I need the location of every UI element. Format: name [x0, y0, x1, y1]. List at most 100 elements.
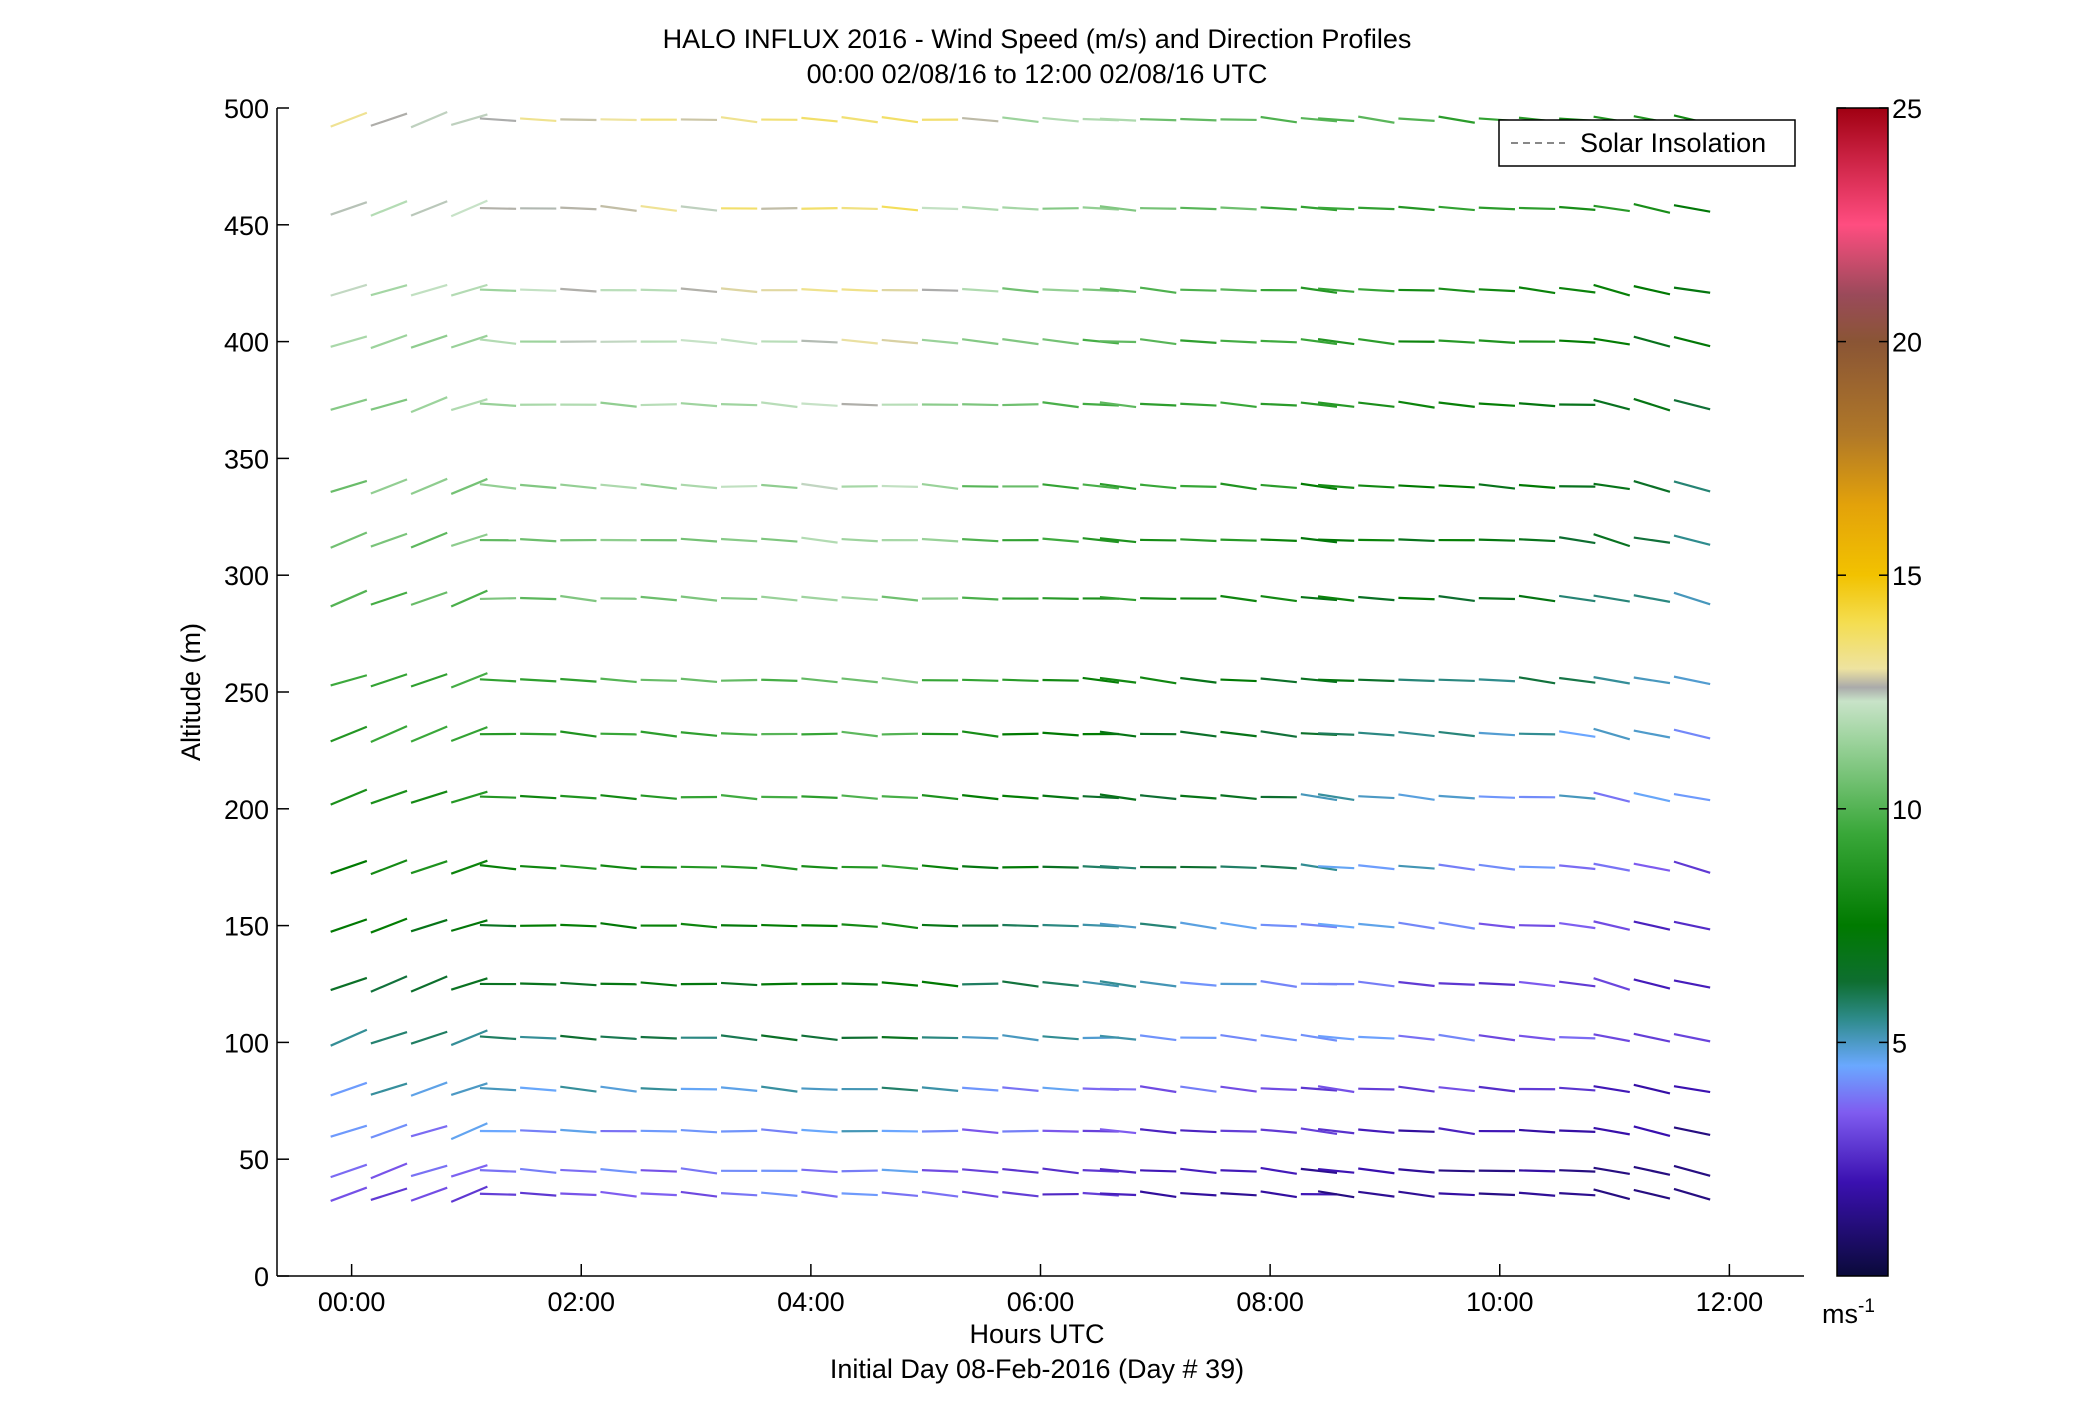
wind-barb: [1358, 595, 1395, 602]
wind-barb: [801, 924, 838, 928]
wind-barb: [560, 794, 597, 800]
wind-barb: [720, 794, 758, 801]
wind-barb: [720, 116, 758, 124]
wind-barb: [680, 287, 718, 294]
wind-barb: [1042, 537, 1079, 543]
wind-barb: [761, 401, 798, 409]
wind-barbs: [330, 111, 1711, 1203]
wind-barb: [1478, 1085, 1516, 1093]
wind-barb: [1633, 978, 1671, 990]
wind-barb: [410, 111, 448, 129]
wind-barb: [520, 537, 557, 543]
wind-barb: [801, 865, 838, 870]
wind-barb: [1082, 483, 1119, 490]
wind-barb: [479, 923, 517, 928]
wind-barb: [962, 678, 999, 682]
wind-barb: [881, 338, 919, 345]
x-tick-label: 02:00: [547, 1287, 615, 1317]
wind-barb: [1593, 398, 1631, 411]
wind-barb: [1042, 1035, 1079, 1041]
wind-barb: [1559, 1129, 1596, 1133]
wind-barb: [479, 402, 517, 407]
wind-barb: [1139, 676, 1177, 685]
wind-barb: [761, 1128, 798, 1135]
wind-barb: [1140, 1169, 1177, 1173]
wind-barb: [1180, 288, 1217, 292]
wind-barb: [370, 859, 408, 876]
wind-barb: [1002, 403, 1039, 407]
wind-barb: [1317, 117, 1355, 123]
wind-barb: [881, 676, 919, 684]
wind-barb: [1518, 286, 1556, 295]
colorbar: 5 10 15 20 25 ms-1: [1822, 94, 1922, 1329]
wind-barb: [1518, 1169, 1556, 1173]
wind-barb: [1673, 728, 1711, 740]
colorbar-tick-label: 15: [1892, 561, 1922, 591]
wind-barb: [1633, 594, 1671, 603]
wind-barb: [1140, 538, 1177, 542]
wind-barb: [921, 338, 959, 345]
wind-barb: [881, 484, 918, 488]
wind-barb: [520, 1035, 557, 1040]
wind-barb: [1398, 793, 1435, 801]
wind-barb: [1593, 727, 1631, 741]
wind-barb: [1478, 402, 1516, 407]
wind-barb: [1260, 1190, 1297, 1199]
wind-barb: [761, 982, 798, 986]
wind-barb: [1002, 1167, 1039, 1174]
wind-barb: [1002, 980, 1039, 988]
wind-barb: [410, 200, 448, 217]
wind-barb: [721, 924, 758, 928]
wind-barb: [1180, 676, 1217, 684]
wind-barb: [410, 975, 448, 993]
wind-barb: [370, 1082, 408, 1096]
wind-barb: [640, 865, 677, 869]
wind-barb: [1593, 204, 1630, 213]
wind-barb: [921, 1169, 959, 1173]
wind-barb: [1633, 397, 1671, 412]
wind-barb: [1478, 678, 1516, 683]
wind-barb: [1318, 678, 1355, 682]
wind-barb: [640, 1129, 677, 1133]
wind-barb: [450, 1029, 488, 1047]
wind-barb: [1518, 865, 1556, 869]
wind-barb: [1042, 288, 1079, 293]
wind-barb: [680, 205, 718, 212]
wind-barb: [962, 865, 999, 870]
wind-barb: [1593, 533, 1631, 548]
wind-barb: [1220, 288, 1257, 293]
wind-barb: [1633, 791, 1671, 803]
wind-barb: [1398, 921, 1435, 930]
wind-barb: [1673, 1126, 1711, 1137]
wind-barb: [1300, 401, 1338, 408]
wind-barb: [330, 1186, 368, 1202]
wind-barb: [881, 795, 918, 800]
wind-barb: [1398, 117, 1435, 122]
colorbar-ticks: 5 10 15 20 25: [1837, 94, 1922, 1058]
wind-barb: [560, 1192, 597, 1197]
wind-barb: [1220, 1192, 1257, 1197]
wind-barb: [1518, 594, 1556, 603]
wind-barb: [1042, 483, 1079, 490]
wind-barb: [680, 1190, 718, 1198]
wind-barb: [560, 206, 597, 211]
wind-barb: [962, 287, 999, 293]
wind-barb: [1318, 206, 1355, 211]
wind-barb: [1099, 980, 1137, 988]
wind-barb: [680, 1167, 718, 1175]
wind-barb: [1002, 287, 1039, 294]
wind-barb: [720, 537, 758, 543]
wind-barb: [841, 677, 878, 684]
wind-barb: [410, 1081, 448, 1097]
wind-barb: [1220, 730, 1257, 738]
wind-barb: [1438, 1169, 1475, 1173]
wind-barb: [1559, 339, 1596, 344]
wind-barb: [330, 1081, 368, 1097]
wind-barb: [801, 339, 838, 344]
wind-barb: [1300, 482, 1338, 491]
wind-barb: [1633, 480, 1671, 493]
wind-barb: [1478, 795, 1516, 799]
wind-barb: [1139, 1034, 1177, 1042]
wind-barb: [801, 1190, 838, 1198]
wind-barb: [1139, 1190, 1177, 1199]
